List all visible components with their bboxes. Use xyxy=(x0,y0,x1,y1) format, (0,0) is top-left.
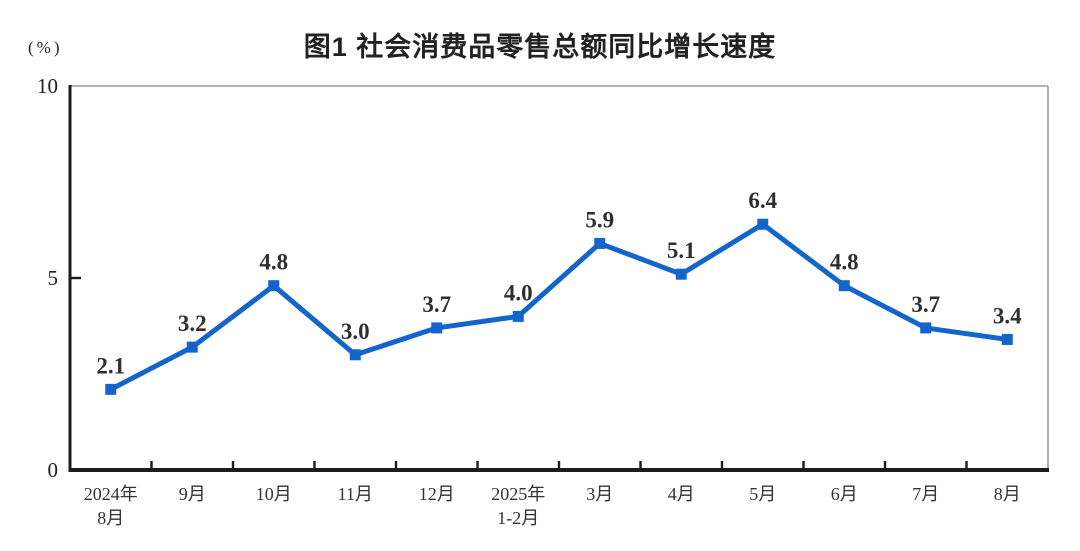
x-tick-label: 12月 xyxy=(419,484,455,504)
x-tick-label: 8月 xyxy=(97,508,124,528)
data-point-label: 4.8 xyxy=(259,250,288,275)
data-point-marker xyxy=(1001,333,1013,345)
y-tick-label: 0 xyxy=(48,458,59,482)
data-point-label: 3.7 xyxy=(422,292,451,317)
data-point-marker xyxy=(349,349,361,361)
data-point-label: 3.7 xyxy=(911,292,940,317)
x-tick-label: 6月 xyxy=(831,484,858,504)
x-tick-label: 2025年 xyxy=(491,484,545,504)
x-tick-label: 1-2月 xyxy=(497,508,539,528)
data-point-marker xyxy=(268,280,280,292)
data-point-marker xyxy=(675,268,687,280)
x-tick-label: 9月 xyxy=(179,484,206,504)
y-tick-label: 10 xyxy=(37,74,58,98)
data-point-marker xyxy=(512,310,524,322)
data-point-label: 2.1 xyxy=(96,353,125,378)
chart-title: 图1 社会消费品零售总额同比增长速度 xyxy=(303,32,777,62)
y-axis-unit-label: (%) xyxy=(28,38,63,57)
data-point-label: 6.4 xyxy=(748,188,777,213)
y-tick-label: 5 xyxy=(48,266,59,290)
data-point-marker xyxy=(920,322,932,334)
x-tick-label: 3月 xyxy=(586,484,613,504)
x-tick-label: 2024年 xyxy=(84,484,138,504)
data-point-marker xyxy=(186,341,198,353)
data-point-marker xyxy=(105,383,117,395)
x-tick-label: 10月 xyxy=(256,484,292,504)
x-tick-label: 11月 xyxy=(338,484,373,504)
data-point-label: 5.9 xyxy=(585,207,614,232)
data-point-label: 4.0 xyxy=(504,280,533,305)
x-tick-label: 7月 xyxy=(912,484,939,504)
data-point-label: 4.8 xyxy=(830,250,859,275)
data-point-label: 3.4 xyxy=(993,303,1022,328)
data-point-marker xyxy=(594,237,606,249)
data-point-marker xyxy=(431,322,443,334)
series-line xyxy=(108,221,1010,392)
x-tick-label: 5月 xyxy=(749,484,776,504)
data-point-marker xyxy=(757,218,769,230)
data-point-label: 5.1 xyxy=(667,238,696,263)
data-point-label: 3.2 xyxy=(178,311,207,336)
x-tick-label: 8月 xyxy=(994,484,1021,504)
data-point-label: 3.0 xyxy=(341,319,370,344)
x-tick-label: 4月 xyxy=(668,484,695,504)
data-point-marker xyxy=(838,280,850,292)
